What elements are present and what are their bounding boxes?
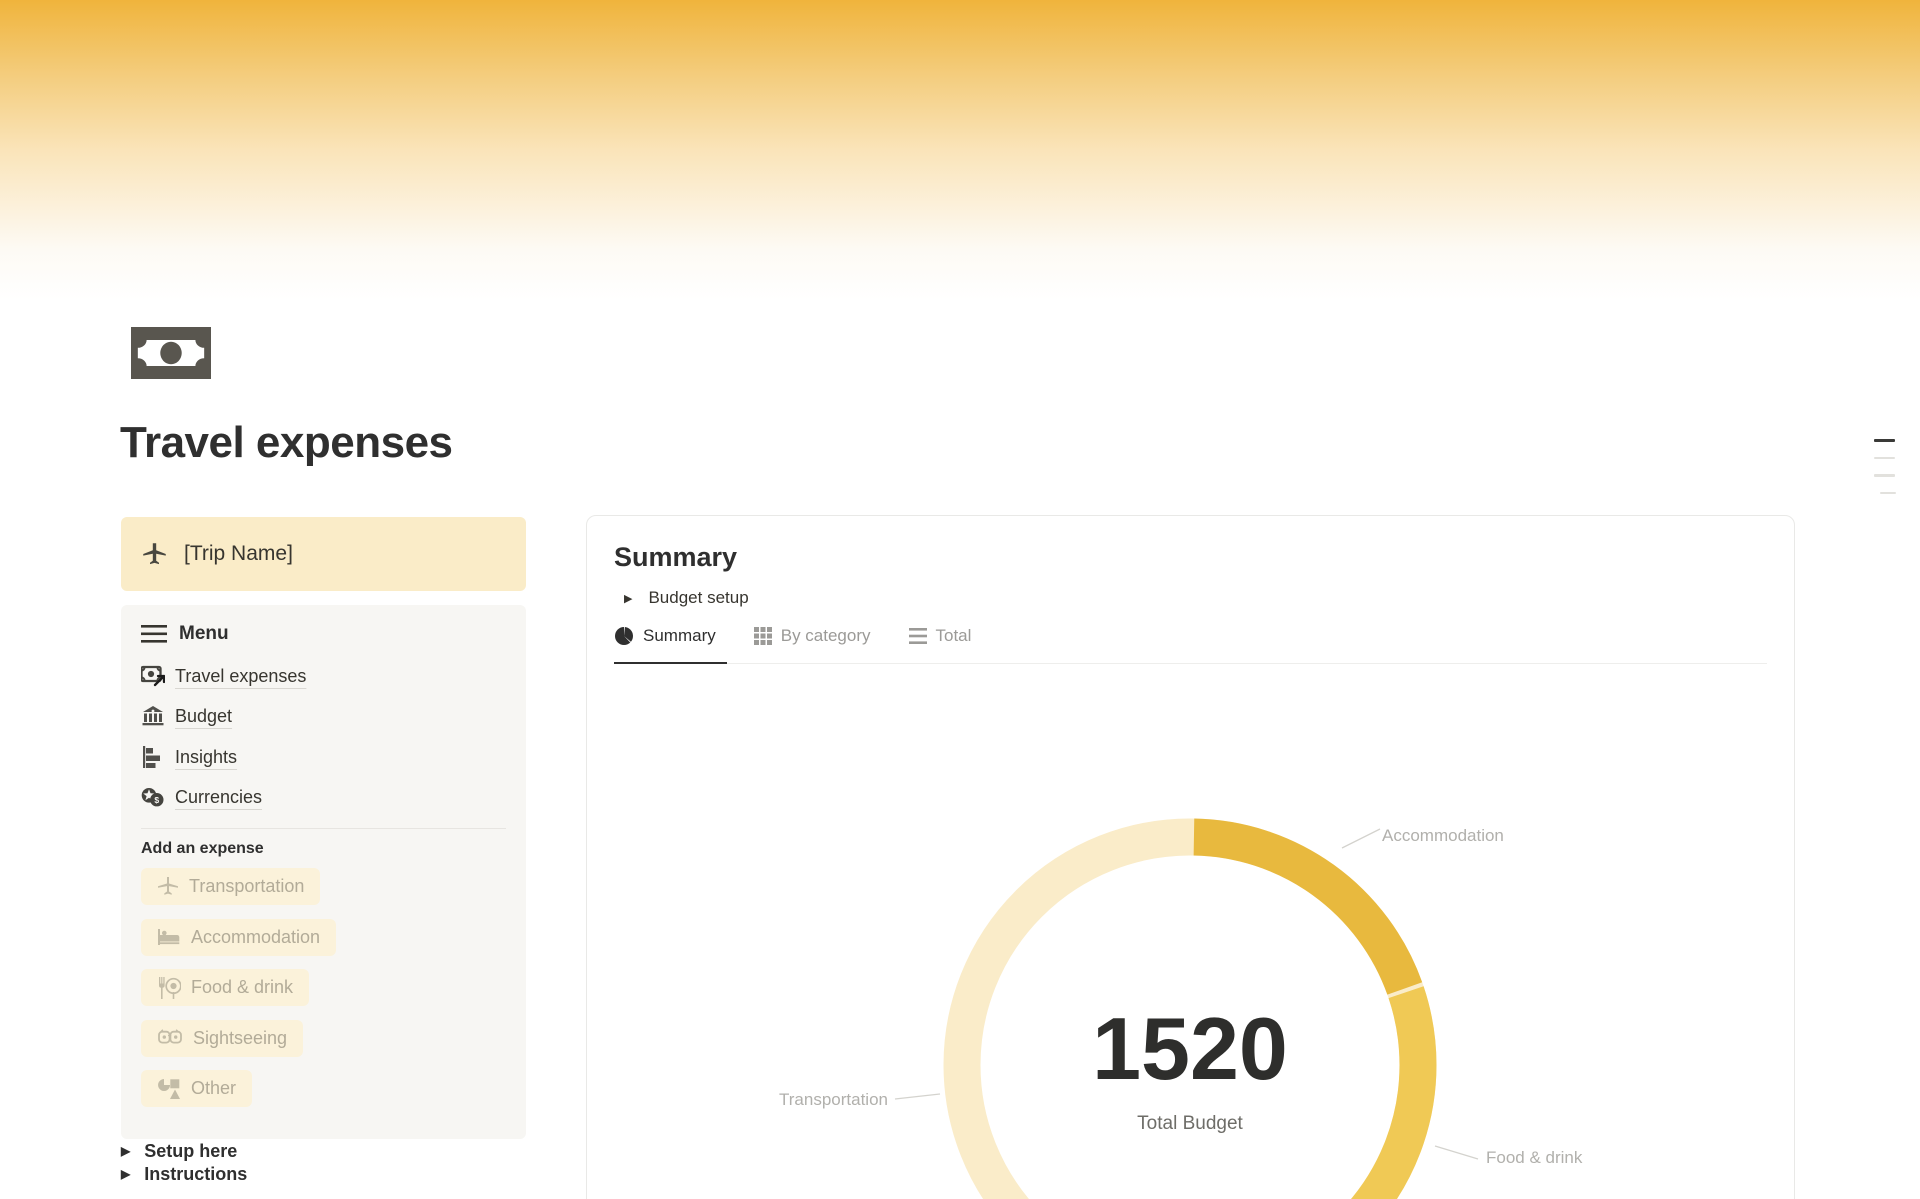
svg-text:$: $ <box>154 795 159 805</box>
